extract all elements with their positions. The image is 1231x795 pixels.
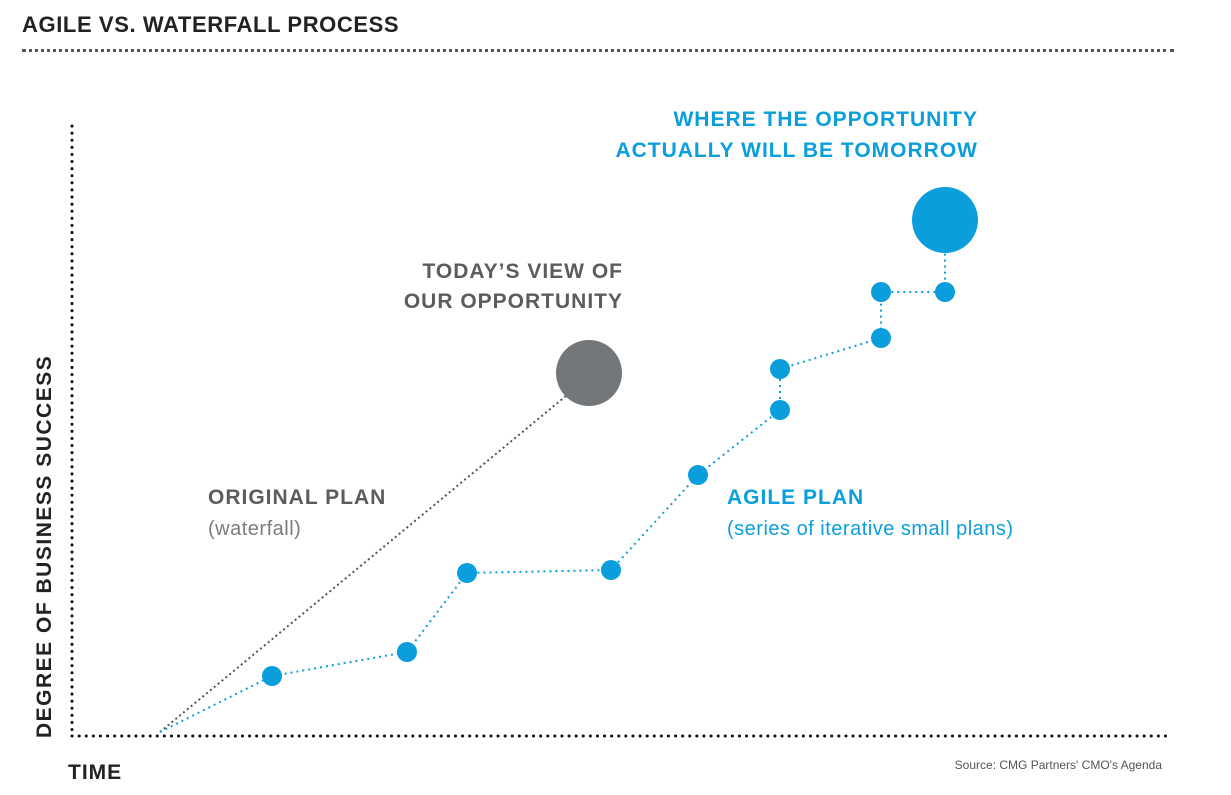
today-view-label-line1: TODAY’S VIEW OF xyxy=(422,260,623,283)
source-note: Source: CMG Partners' CMO's Agenda xyxy=(955,758,1163,772)
tomorrow-label-line1: WHERE THE OPPORTUNITY xyxy=(673,108,978,131)
x-axis-label: TIME xyxy=(68,761,122,784)
waterfall-line xyxy=(159,385,579,733)
tomorrow-opportunity-circle xyxy=(912,187,978,253)
agile-step-6 xyxy=(770,400,790,420)
agile-step-3 xyxy=(457,563,477,583)
agile-step-7 xyxy=(770,359,790,379)
page-title: AGILE VS. WATERFALL PROCESS xyxy=(22,12,400,37)
agile-step-9 xyxy=(871,282,891,302)
agile-step-2 xyxy=(397,642,417,662)
today-view-label-line2: OUR OPPORTUNITY xyxy=(404,290,623,313)
today-view-circle xyxy=(556,340,622,406)
agile-step-4 xyxy=(601,560,621,580)
y-axis-label: DEGREE OF BUSINESS SUCCESS xyxy=(33,355,56,738)
agile-plan-sublabel: (series of iterative small plans) xyxy=(727,518,1014,540)
original-plan-sublabel: (waterfall) xyxy=(208,518,301,540)
agile-step-10 xyxy=(935,282,955,302)
agile-step-1 xyxy=(262,666,282,686)
agile-step-5 xyxy=(688,465,708,485)
agile-step-8 xyxy=(871,328,891,348)
tomorrow-label-line2: ACTUALLY WILL BE TOMORROW xyxy=(615,139,978,162)
agile-plan-label: AGILE PLAN xyxy=(727,486,864,509)
original-plan-label: ORIGINAL PLAN xyxy=(208,486,386,509)
agile-path xyxy=(159,220,946,733)
title-divider xyxy=(22,49,1174,52)
